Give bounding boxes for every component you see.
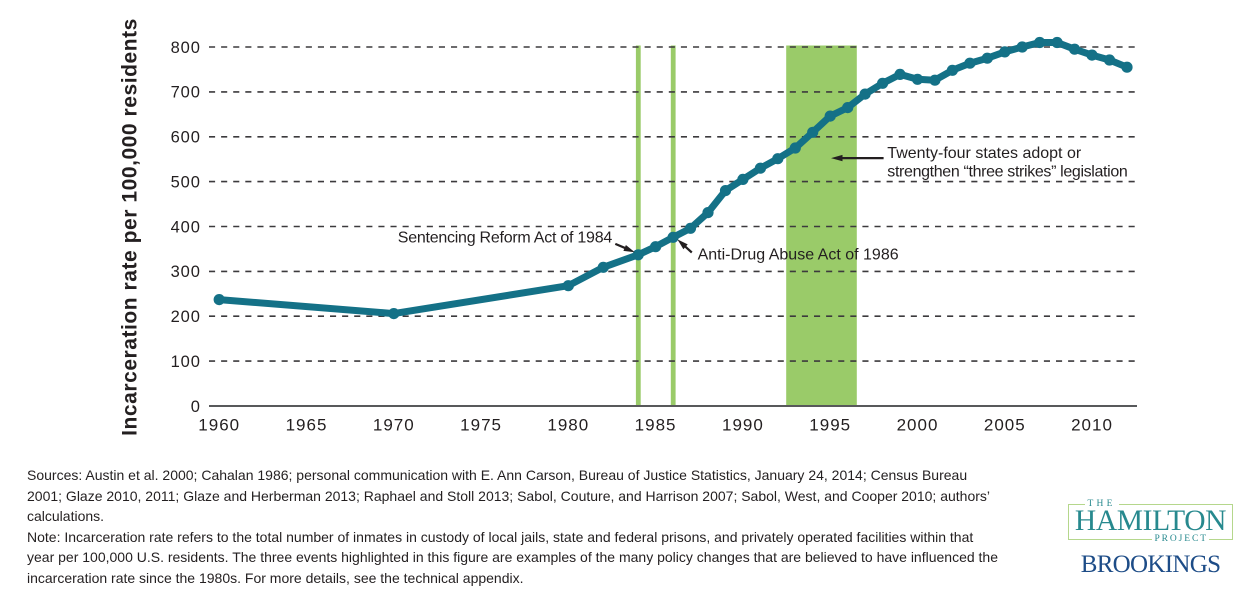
svg-text:1965: 1965 — [286, 415, 328, 434]
svg-text:2010: 2010 — [1071, 415, 1113, 434]
svg-text:700: 700 — [171, 84, 201, 102]
svg-text:500: 500 — [171, 173, 201, 191]
svg-text:400: 400 — [171, 218, 201, 236]
svg-text:Anti-Drug Abuse Act of 1986: Anti-Drug Abuse Act of 1986 — [698, 247, 899, 264]
svg-text:Incarceration rate per 100,000: Incarceration rate per 100,000 residents — [119, 18, 142, 436]
svg-text:strengthen “three strikes” leg: strengthen “three strikes” legislation — [887, 164, 1127, 181]
svg-text:200: 200 — [171, 308, 201, 326]
svg-text:1985: 1985 — [635, 415, 677, 434]
svg-text:Sentencing Reform Act of 1984: Sentencing Reform Act of 1984 — [398, 230, 613, 247]
svg-text:1995: 1995 — [809, 415, 851, 434]
svg-text:1970: 1970 — [373, 415, 415, 434]
svg-text:Twenty-four states adopt or: Twenty-four states adopt or — [887, 145, 1082, 162]
svg-text:300: 300 — [171, 263, 201, 281]
svg-text:100: 100 — [171, 353, 201, 371]
svg-text:2005: 2005 — [984, 415, 1026, 434]
svg-text:0: 0 — [191, 398, 201, 416]
svg-text:1990: 1990 — [722, 415, 764, 434]
svg-text:800: 800 — [171, 39, 201, 57]
svg-text:2000: 2000 — [897, 415, 939, 434]
svg-text:600: 600 — [171, 129, 201, 147]
svg-text:1975: 1975 — [460, 415, 502, 434]
svg-text:1980: 1980 — [547, 415, 589, 434]
svg-text:1960: 1960 — [198, 415, 240, 434]
